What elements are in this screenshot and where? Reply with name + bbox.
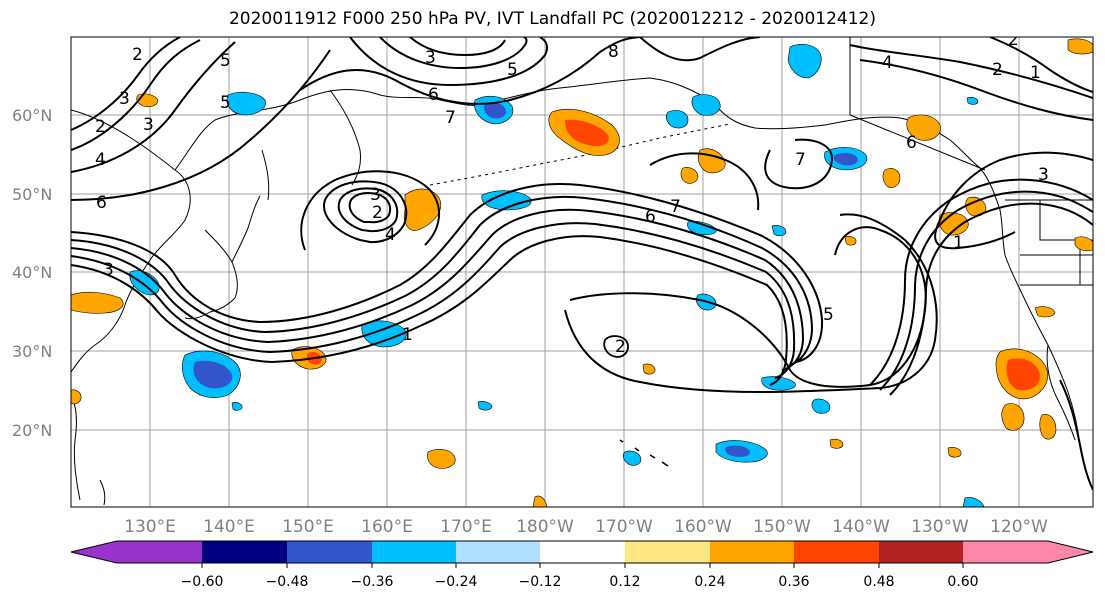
contour-label: 3 [370, 185, 381, 205]
colorbar-segment [372, 541, 456, 563]
colorbar-ticks [201, 563, 964, 568]
lat-label: 50°N [12, 185, 52, 204]
colorbar-segment [794, 541, 879, 563]
lon-label: 140°E [203, 517, 255, 537]
lon-label: 130°E [124, 517, 176, 537]
lon-label: 140°W [832, 517, 890, 537]
lon-label: 120°W [990, 517, 1048, 537]
contour-label: 6 [645, 207, 656, 227]
colorbar-segment [287, 541, 372, 563]
contour-label: 3 [1038, 165, 1049, 185]
colorbar: −0.60 −0.48 −0.36 −0.24 −0.12 0.12 0.24 … [70, 540, 1094, 590]
colorbar-tick-label: −0.12 [519, 574, 562, 590]
colorbar-tick-label: 0.24 [694, 574, 725, 590]
colorbar-tick-label: 0.60 [947, 574, 978, 590]
lon-label: 170°E [440, 517, 492, 537]
lon-label: 170°W [595, 517, 653, 537]
colorbar-tick-label: −0.24 [435, 574, 478, 590]
colorbar-segment [879, 541, 963, 563]
contour-label: 6 [96, 193, 107, 213]
colorbar-segment [625, 541, 710, 563]
contour-labels: 2 3 2 3 4 5 6 8 4 2 1 3 6 5 7 2 6 7 6 7 … [95, 30, 1049, 357]
longitude-labels: 130°E 140°E 150°E 160°E 170°E 180°W 170°… [124, 517, 1048, 537]
colorbar-segment [456, 541, 540, 563]
contour-label: 7 [670, 197, 681, 217]
colorbar-tick-label: −0.48 [266, 574, 309, 590]
colorbar-tick-label: 0.36 [778, 574, 809, 590]
contour-label: 5 [220, 51, 231, 71]
lat-label: 30°N [12, 342, 52, 361]
contour-label: 2 [372, 203, 383, 223]
contour-label: 5 [823, 305, 834, 325]
colorbar-segment [202, 541, 287, 563]
contour-label: 4 [385, 225, 396, 245]
lon-label: 160°W [674, 517, 732, 537]
contour-label: 2 [992, 60, 1003, 80]
colorbar-segment [540, 541, 625, 563]
ivt-contours [71, 37, 1093, 491]
lon-label: 150°W [753, 517, 811, 537]
lon-label: 180°W [516, 517, 574, 537]
contour-label: 4 [95, 150, 106, 170]
colorbar-tick-label: 0.12 [609, 574, 640, 590]
contour-label: 4 [882, 53, 893, 73]
contour-label: 7 [445, 108, 456, 128]
map-title: 2020011912 F000 250 hPa PV, IVT Landfall… [228, 9, 876, 29]
contour-label: 2 [95, 117, 106, 137]
contour-label: 6 [428, 85, 439, 105]
contour-label: 3 [143, 115, 154, 135]
colorbar-outline [70, 540, 1094, 564]
lat-label: 60°N [12, 106, 52, 125]
contour-label: 8 [608, 42, 619, 62]
pv-positive-patches [71, 38, 1093, 507]
contour-label: 3 [119, 89, 130, 109]
contour-label: 2 [615, 337, 626, 357]
colorbar-segment [963, 541, 1093, 563]
colorbar-tick-label: −0.36 [351, 574, 394, 590]
colorbar-tick-label: −0.60 [181, 574, 224, 590]
colorbar-segment [710, 541, 794, 563]
lat-label: 20°N [12, 421, 52, 440]
pv-negative-patches [129, 44, 985, 507]
contour-label: 1 [953, 233, 964, 253]
lon-label: 150°E [282, 517, 334, 537]
contour-label: 1 [402, 325, 413, 345]
contour-label: 7 [795, 150, 806, 170]
lon-label: 130°W [911, 517, 969, 537]
contour-label: 5 [220, 93, 231, 113]
contour-label: 5 [507, 60, 518, 80]
map-border [70, 36, 1094, 508]
colorbar-segment [71, 541, 202, 563]
contour-label: 2 [1008, 30, 1019, 50]
contour-label: 3 [103, 260, 114, 280]
lat-label: 40°N [12, 263, 52, 282]
coastlines [71, 37, 1093, 506]
lon-label: 160°E [361, 517, 413, 537]
contour-label: 1 [1030, 63, 1041, 83]
contour-label: 6 [906, 133, 917, 153]
contour-label: 3 [425, 48, 436, 68]
colorbar-tick-label: 0.48 [863, 574, 894, 590]
contour-label: 2 [132, 45, 143, 65]
latitude-labels: 60°N 50°N 40°N 30°N 20°N [12, 106, 52, 440]
